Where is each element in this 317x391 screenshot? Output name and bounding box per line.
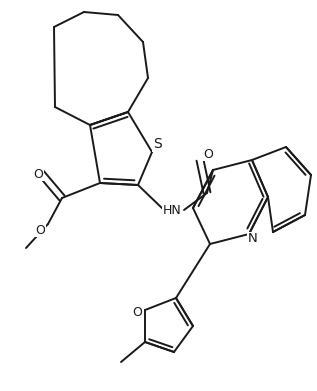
Text: S: S: [152, 137, 161, 151]
Text: O: O: [132, 305, 142, 319]
Text: O: O: [35, 224, 45, 237]
Text: HN: HN: [163, 203, 181, 217]
Text: O: O: [203, 147, 213, 160]
Text: O: O: [33, 167, 43, 181]
Text: N: N: [248, 233, 258, 246]
